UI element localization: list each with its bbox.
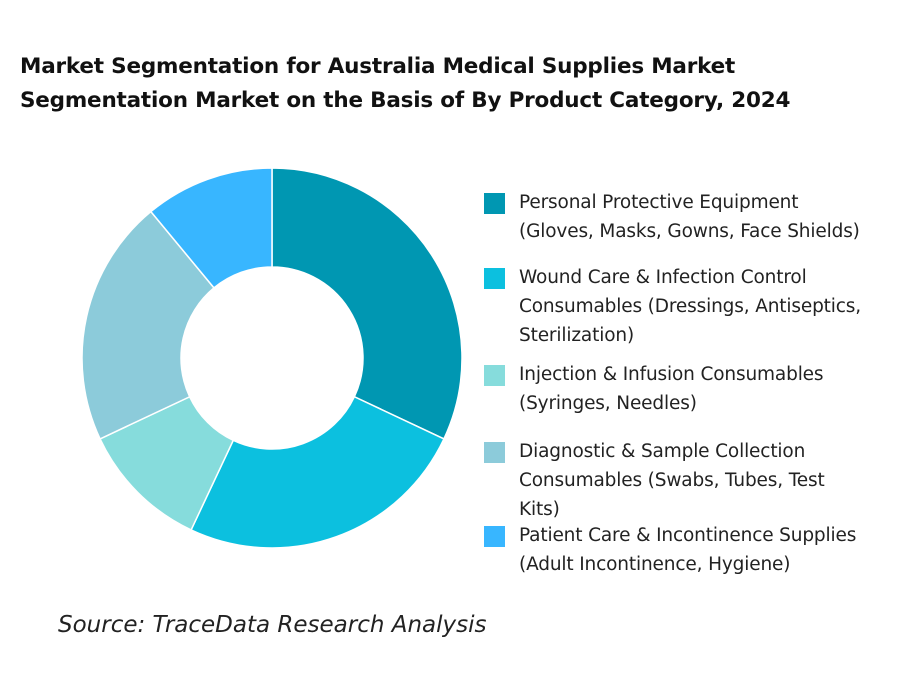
legend-item-wound-care: Wound Care & Infection Control Consumabl… bbox=[484, 263, 899, 350]
legend-swatch-diagnostic bbox=[484, 442, 505, 463]
legend-label-wound-care: Wound Care & Infection Control Consumabl… bbox=[519, 263, 899, 350]
legend-item-patient-care: Patient Care & Incontinence Supplies (Ad… bbox=[484, 521, 899, 579]
legend-label-line: Patient Care & Incontinence Supplies bbox=[519, 525, 857, 546]
legend-label-line: (Gloves, Masks, Gowns, Face Shields) bbox=[519, 221, 860, 242]
legend-label-patient-care: Patient Care & Incontinence Supplies (Ad… bbox=[519, 521, 899, 579]
donut-slice-diagnostic bbox=[81, 210, 216, 440]
legend-label-line: Sterilization) bbox=[519, 325, 635, 346]
legend-label-line: Kits) bbox=[519, 499, 560, 520]
legend-label-diagnostic: Diagnostic & Sample Collection Consumabl… bbox=[519, 437, 899, 524]
legend-label-line: Consumables (Swabs, Tubes, Test bbox=[519, 470, 825, 491]
donut-slice-patient-care bbox=[149, 167, 273, 289]
chart-title-line-1: Market Segmentation for Australia Medica… bbox=[20, 54, 736, 79]
legend-item-injection: Injection & Infusion Consumables (Syring… bbox=[484, 360, 899, 418]
legend-label-line: Diagnostic & Sample Collection bbox=[519, 441, 806, 462]
legend-label-line: Wound Care & Infection Control bbox=[519, 267, 807, 288]
legend-label-line: Consumables (Dressings, Antiseptics, bbox=[519, 296, 862, 317]
legend-swatch-ppe bbox=[484, 193, 505, 214]
source-note: Source: TraceData Research Analysis bbox=[58, 612, 487, 638]
legend-label-line: Injection & Infusion Consumables bbox=[519, 364, 824, 385]
legend-label-ppe: Personal Protective Equipment (Gloves, M… bbox=[519, 188, 899, 246]
legend-item-diagnostic: Diagnostic & Sample Collection Consumabl… bbox=[484, 437, 899, 524]
legend-label-line: Personal Protective Equipment bbox=[519, 192, 799, 213]
donut-slice-ppe bbox=[271, 167, 463, 440]
legend-label-injection: Injection & Infusion Consumables (Syring… bbox=[519, 360, 899, 418]
legend-swatch-wound-care bbox=[484, 268, 505, 289]
legend-label-line: (Adult Incontinence, Hygiene) bbox=[519, 554, 791, 575]
legend-item-ppe: Personal Protective Equipment (Gloves, M… bbox=[484, 188, 899, 246]
donut-chart bbox=[81, 167, 463, 549]
chart-title-line-2: Segmentation Market on the Basis of By P… bbox=[20, 88, 791, 113]
chart-title: Market Segmentation for Australia Medica… bbox=[20, 50, 880, 118]
legend-swatch-injection bbox=[484, 365, 505, 386]
donut-slice-wound-care bbox=[190, 395, 445, 549]
legend-swatch-patient-care bbox=[484, 526, 505, 547]
legend-label-line: (Syringes, Needles) bbox=[519, 393, 697, 414]
